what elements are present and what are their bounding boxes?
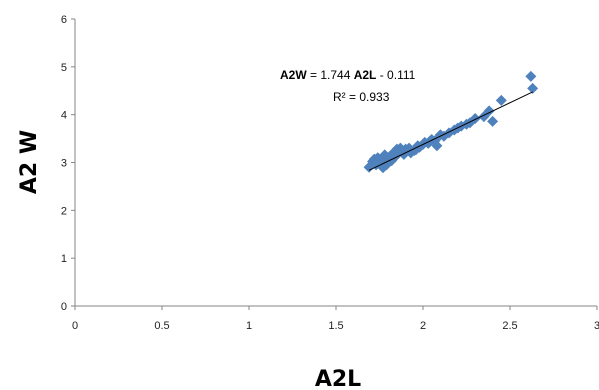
y-tick-label: 4 — [61, 110, 67, 122]
data-point-marker — [527, 82, 539, 94]
x-tick-label: 1 — [246, 320, 252, 332]
y-tick-label: 6 — [61, 14, 67, 26]
y-axis-title: A2 W — [17, 130, 42, 194]
x-tick-label: 0 — [72, 320, 78, 332]
x-tick-label: 3 — [594, 320, 599, 332]
equation-intercept: - 0.111 — [376, 68, 415, 82]
trendline-equation: A2W = 1.744 A2L - 0.111 — [280, 68, 416, 82]
equation-x-variable: A2L — [354, 68, 377, 82]
x-tick-label: 2.5 — [502, 320, 517, 332]
x-tick-label: 1.5 — [328, 320, 343, 332]
y-tick-label: 3 — [61, 158, 67, 170]
y-tick-label: 0 — [61, 301, 67, 313]
data-point-marker — [431, 140, 443, 152]
data-point-marker — [495, 94, 507, 106]
data-point-marker — [525, 70, 537, 82]
data-point-marker — [487, 115, 499, 127]
equation-slope: = 1.744 — [307, 68, 354, 82]
x-tick-label: 0.5 — [154, 320, 169, 332]
x-tick-label: 2 — [420, 320, 426, 332]
y-tick-label: 2 — [61, 205, 67, 217]
x-axis-title: A2L — [315, 367, 361, 390]
y-tick-label: 5 — [61, 62, 67, 74]
data-points — [363, 70, 539, 174]
r-squared-label: R² = 0.933 — [333, 90, 390, 104]
x-axis-ticks: 0 0.5 1 1.5 2 2.5 3 — [72, 306, 599, 332]
equation-y-variable: A2W — [280, 68, 307, 82]
y-axis-ticks: 0 1 2 3 4 5 6 — [61, 14, 75, 313]
y-tick-label: 1 — [61, 253, 67, 265]
trendline — [368, 91, 533, 171]
